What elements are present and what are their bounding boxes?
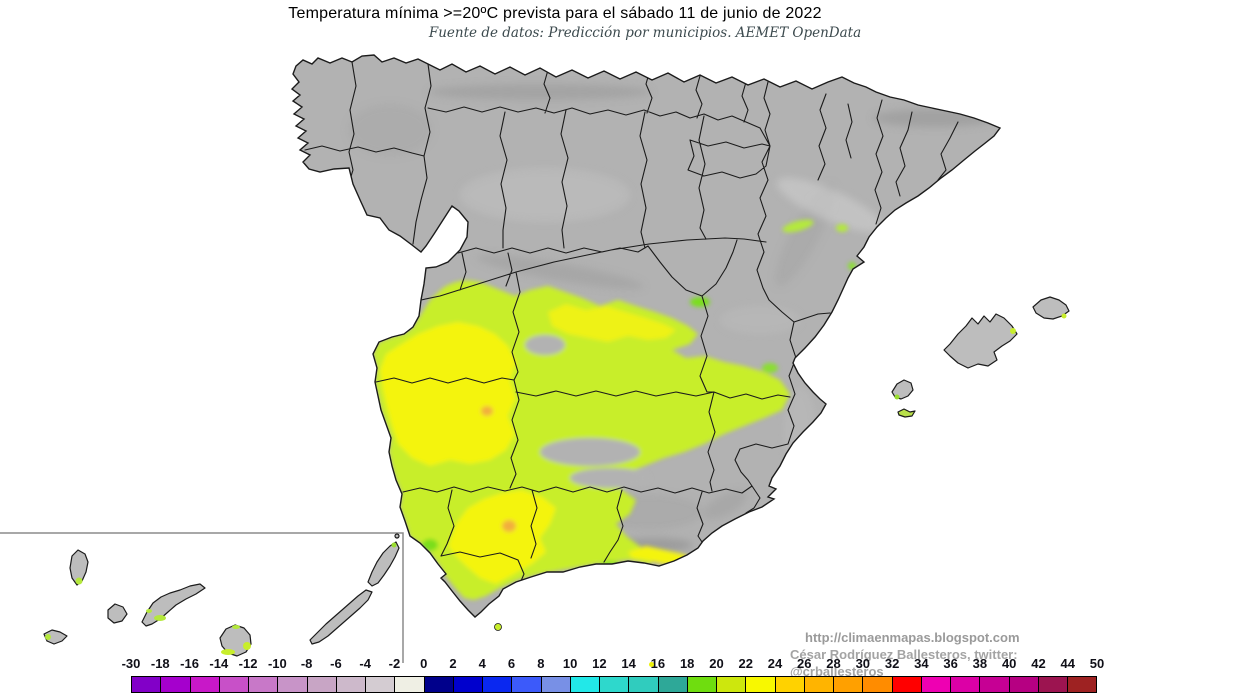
scale-tick-label: 18	[679, 656, 695, 671]
attribution-block: http://climaenmapas.blogspot.com César R…	[790, 629, 1110, 680]
scale-color-cell	[600, 677, 630, 692]
temp-over-20-region	[373, 219, 856, 600]
scale-color-cell	[658, 677, 688, 692]
scale-color-cell	[249, 677, 279, 692]
attribution-url: http://climaenmapas.blogspot.com	[805, 630, 1020, 645]
scale-tick-label: 24	[767, 656, 783, 671]
scale-tick-label: 40	[1001, 656, 1017, 671]
scale-tick-label: -18	[150, 656, 170, 671]
lanzarote	[367, 541, 400, 587]
scale-color-cell	[570, 677, 600, 692]
scale-color-cell	[1038, 677, 1068, 692]
scale-color-cell	[1068, 677, 1097, 692]
scale-tick-label: 38	[972, 656, 988, 671]
scale-color-cell	[424, 677, 454, 692]
scale-tick-label: 16	[650, 656, 666, 671]
scale-tick-label: 8	[537, 656, 545, 671]
scale-tick-label: 26	[797, 656, 812, 671]
page-title: Temperatura mínima >=20ºC prevista para …	[288, 5, 822, 22]
scale-tick-label: 0	[420, 656, 428, 671]
scale-tick-label: -16	[180, 656, 199, 671]
canary-islands-inset	[43, 533, 400, 657]
balearic-islands	[891, 296, 1070, 418]
scale-color-cell	[395, 677, 425, 692]
tenerife	[141, 583, 206, 627]
scale-color-cell	[717, 677, 747, 692]
scale-tick-label: 34	[914, 656, 929, 671]
scale-tick-label: 2	[449, 656, 457, 671]
scale-tick-label: 44	[1060, 656, 1075, 671]
scale-color-cell	[541, 677, 571, 692]
scale-color-cell	[921, 677, 951, 692]
scale-tick-label: -2	[388, 656, 401, 671]
scale-tick-label: -4	[359, 656, 371, 671]
scale-tick-label: -12	[238, 656, 258, 671]
province-borders	[304, 61, 959, 597]
mallorca	[943, 313, 1018, 369]
scale-tick-label: 36	[943, 656, 958, 671]
scale-color-cell	[1009, 677, 1039, 692]
el-hierro	[43, 629, 68, 645]
scale-tick-label: -6	[330, 656, 342, 671]
scale-color-cell	[980, 677, 1010, 692]
scale-color-cell	[629, 677, 659, 692]
scale-tick-label: 14	[621, 656, 636, 671]
scale-color-cell	[687, 677, 717, 692]
scale-tick-label: 4	[478, 656, 486, 671]
menorca	[1032, 296, 1070, 320]
scale-tick-label: 6	[507, 656, 516, 671]
scale-color-cell	[892, 677, 922, 692]
fuerteventura	[309, 589, 373, 645]
scale-color-cell	[951, 677, 981, 692]
scale-tick-label: 22	[738, 656, 753, 671]
scale-color-cell	[161, 677, 191, 692]
scale-color-cell	[453, 677, 483, 692]
scale-tick-label: -10	[267, 656, 287, 671]
scale-tick-label: 20	[709, 656, 724, 671]
scale-color-cell	[190, 677, 220, 692]
scale-tick-label: 30	[855, 656, 871, 671]
scale-tick-label: 32	[884, 656, 900, 671]
scale-color-cell	[307, 677, 337, 692]
scale-color-cell	[336, 677, 366, 692]
scale-tick-label: 12	[592, 656, 607, 671]
scale-tick-label: 50	[1089, 656, 1105, 671]
scale-color-cell	[366, 677, 396, 692]
attribution-author: César Rodríguez Ballesteros, twitter: @c…	[790, 647, 1018, 679]
scale-color-cell	[775, 677, 805, 692]
formentera	[897, 408, 916, 418]
temperature-scale-labels: -30 -18 -16 -14 -12 -10 -8 -6 -4 -2 0 2 4 6 8 10 12 14 16 1…	[122, 656, 1105, 672]
scale-color-cell	[804, 677, 834, 692]
scale-color-cell	[278, 677, 308, 692]
scale-color-cell	[512, 677, 542, 692]
temperature-scale-colorbar	[131, 676, 1097, 693]
scale-tick-label: 10	[562, 656, 578, 671]
canary-inset-frame	[0, 532, 404, 663]
scale-color-cell	[863, 677, 893, 692]
scale-color-cell	[483, 677, 513, 692]
scale-color-cell	[746, 677, 776, 692]
scale-tick-label: -8	[300, 656, 313, 671]
scale-color-cell	[219, 677, 249, 692]
scale-tick-label: -30	[121, 656, 141, 671]
scale-tick-label: 42	[1031, 656, 1046, 671]
ceuta	[494, 623, 502, 631]
scale-tick-label: 28	[826, 656, 841, 671]
scale-color-cell	[834, 677, 864, 692]
stray-yellow-pixel	[649, 662, 654, 667]
scale-color-cell	[132, 677, 162, 692]
la-gomera	[107, 603, 128, 624]
la-palma	[69, 549, 89, 586]
data-source-subtitle: Fuente de datos: Predicción por municipi…	[428, 25, 862, 41]
scale-tick-label: -14	[209, 656, 229, 671]
